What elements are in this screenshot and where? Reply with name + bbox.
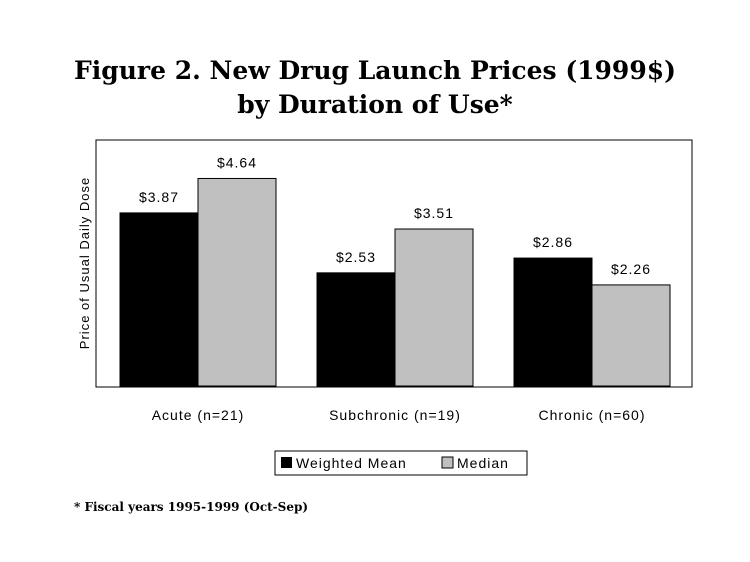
data-label-weighted-mean-chronic-n-60: $2.86 <box>533 234 573 250</box>
bar-weighted-mean-acute-n-21 <box>119 212 199 387</box>
chart-title-line1: Figure 2. New Drug Launch Prices (1999$) <box>74 56 676 85</box>
data-label-weighted-mean-acute-n-21: $3.87 <box>139 189 179 205</box>
x-tick-label-acute-n-21: Acute (n=21) <box>152 407 245 423</box>
legend-label-median: Median <box>457 455 509 471</box>
bar-weighted-mean-subchronic-n-19 <box>316 272 396 387</box>
plot-area-frame <box>95 139 693 388</box>
legend-swatch-weighted-mean <box>281 457 292 468</box>
bar-median-subchronic-n-19 <box>394 228 474 387</box>
data-label-weighted-mean-subchronic-n-19: $2.53 <box>336 249 376 265</box>
x-tick-label-subchronic-n-19: Subchronic (n=19) <box>329 407 461 423</box>
chart-title-line2: by Duration of Use* <box>237 90 513 119</box>
x-tick-label-chronic-n-60: Chronic (n=60) <box>539 407 646 423</box>
footnote: * Fiscal years 1995-1999 (Oct-Sep) <box>74 500 309 514</box>
bar-median-acute-n-21 <box>197 177 277 387</box>
data-label-median-chronic-n-60: $2.26 <box>611 261 651 277</box>
legend-swatch-median <box>441 456 454 469</box>
data-label-median-subchronic-n-19: $3.51 <box>414 205 454 221</box>
legend: Weighted Mean Median <box>274 450 528 476</box>
data-label-median-acute-n-21: $4.64 <box>217 154 257 170</box>
bar-median-chronic-n-60 <box>591 284 671 387</box>
bar-weighted-mean-chronic-n-60 <box>513 257 593 387</box>
legend-label-weighted-mean: Weighted Mean <box>296 455 407 471</box>
legend-frame <box>274 450 528 476</box>
y-axis-label: Price of Usual Daily Dose <box>77 177 92 349</box>
